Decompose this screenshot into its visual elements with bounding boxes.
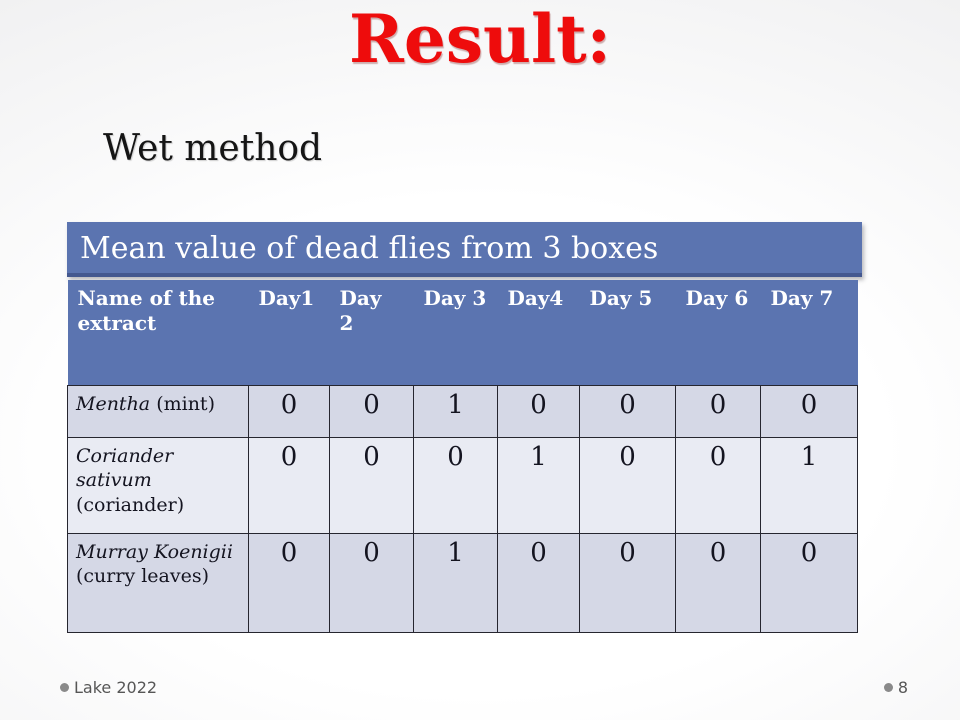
results-table: Mean value of dead flies from 3 boxes Na…	[67, 222, 862, 633]
common-name: (curry leaves)	[76, 565, 210, 588]
cell-value: 0	[329, 532, 414, 633]
data-table: Name of the extract Day1 Day 2 Day 3 Day…	[67, 280, 858, 633]
footer-right: 8	[883, 678, 908, 697]
common-name: (mint)	[156, 392, 215, 415]
extract-name: Mentha (mint)	[67, 384, 249, 438]
cell-value: 0	[675, 384, 761, 438]
slide-title: Result:	[349, 0, 611, 78]
cell-value: 0	[497, 384, 580, 438]
col-header-day1: Day1	[248, 280, 330, 385]
cell-value: 0	[675, 532, 761, 633]
cell-value: 1	[413, 532, 498, 633]
cell-value: 1	[760, 436, 858, 534]
slide-subtitle: Wet method	[103, 128, 323, 169]
cell-value: 0	[329, 436, 414, 534]
col-header-extract: Name of the extract	[67, 280, 249, 385]
col-header-day4: Day4	[497, 280, 580, 385]
common-name: (coriander)	[76, 493, 185, 516]
latin-name: Coriander sativum	[76, 444, 174, 492]
cell-value: 0	[248, 436, 330, 534]
table-row-mint: Mentha (mint) 0 0 1 0 0 0 0	[67, 384, 858, 438]
cell-value: 0	[760, 384, 858, 438]
cell-value: 0	[760, 532, 858, 633]
table-row-curry-leaves: Murray Koenigii (curry leaves) 0 0 1 0 0…	[67, 532, 858, 633]
latin-name: Murray Koenigii	[76, 540, 233, 563]
table-row-coriander: Coriander sativum (coriander) 0 0 0 1 0 …	[67, 436, 858, 534]
table-header-row: Name of the extract Day1 Day 2 Day 3 Day…	[67, 280, 858, 385]
footer-text: Lake 2022	[74, 678, 158, 697]
cell-value: 0	[579, 384, 676, 438]
cell-value: 0	[248, 384, 330, 438]
bullet-icon	[883, 683, 893, 692]
table-title-band: Mean value of dead flies from 3 boxes	[67, 222, 862, 277]
col-header-day2: Day 2	[329, 280, 414, 385]
cell-value: 1	[497, 436, 580, 534]
page-number: 8	[897, 678, 908, 697]
table-title: Mean value of dead flies from 3 boxes	[80, 231, 659, 266]
col-header-day7: Day 7	[760, 280, 858, 385]
cell-value: 0	[579, 436, 676, 534]
extract-name: Murray Koenigii (curry leaves)	[67, 532, 249, 633]
cell-value: 0	[248, 532, 330, 633]
bullet-icon	[60, 683, 69, 692]
footer-left: Lake 2022	[60, 678, 157, 697]
cell-value: 0	[675, 436, 761, 534]
latin-name: Mentha	[76, 392, 151, 415]
cell-value: 0	[329, 384, 414, 438]
cell-value: 0	[579, 532, 676, 633]
col-header-day5: Day 5	[579, 280, 676, 385]
cell-value: 0	[413, 436, 498, 534]
extract-name: Coriander sativum (coriander)	[67, 436, 249, 534]
cell-value: 0	[497, 532, 580, 633]
col-header-day3: Day 3	[413, 280, 498, 385]
cell-value: 1	[413, 384, 498, 438]
col-header-day6: Day 6	[675, 280, 761, 385]
